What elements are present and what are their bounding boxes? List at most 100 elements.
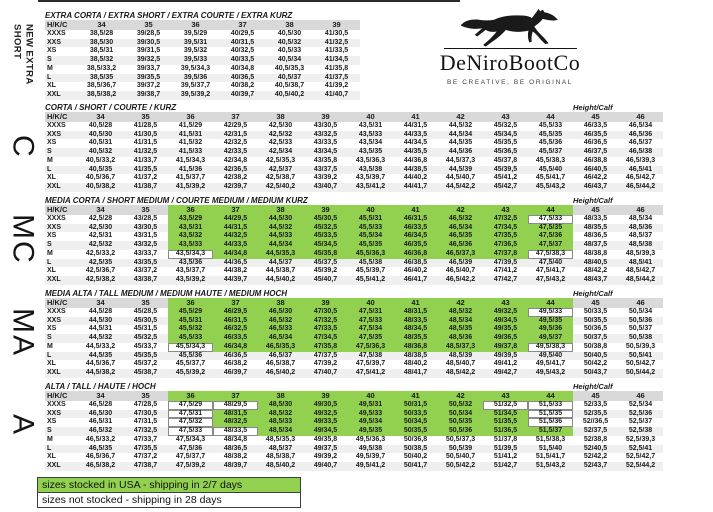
size-row: L 46,5/35 47/35,5 47,5/36 48/36,5 48,5/37 49/3… [45, 444, 663, 454]
row-label: XXL [45, 182, 78, 192]
size-cell: 43/30,5 [123, 223, 168, 233]
size-cell: 50/40,5 [573, 351, 618, 361]
size-row: XXL 40,5/38,2 41/38,7 41,5/39,2 42/39,7 42,5/… [45, 182, 663, 192]
column-header: 44 [528, 205, 573, 215]
size-cell: 42,5/38,7 [265, 174, 296, 182]
size-cell: 49,5/41,2 [348, 461, 393, 471]
column-header: 38 [258, 298, 303, 308]
size-cell: 43/32,5 [303, 130, 348, 140]
column-header: 37 [213, 205, 258, 215]
size-cell: 50,5/36 [618, 316, 663, 326]
size-cell: 40,5/38,7 [274, 82, 305, 90]
size-cell: 45/32,5 [303, 223, 348, 233]
size-cell: 46,5/35 [78, 444, 123, 454]
column-header: 40 [348, 112, 393, 122]
size-cell: 43/34,5 [303, 148, 348, 157]
column-header: 40 [348, 298, 393, 308]
size-cell: 51,5/36 [528, 418, 573, 428]
size-cell: 48/36,8 [393, 342, 438, 352]
size-cell: 43/32,5 [123, 241, 168, 250]
size-cell: 44,5/35 [78, 351, 123, 361]
size-cell: 41/33,7 [133, 156, 158, 164]
size-cell: 50,5/41 [618, 351, 663, 361]
size-cell: 48,5/34 [258, 427, 303, 436]
height-calf-label: Height/Calf [573, 196, 613, 205]
size-cell: 40,5/33,2 [85, 156, 116, 164]
size-cell: 43/30,5 [313, 122, 338, 129]
row-label: XXXS [47, 215, 66, 222]
size-cell: 43/35,8 [313, 156, 338, 164]
size-row: L 40,5/35 41/35,5 41,5/36 42/36,5 42,5/37 43/3… [45, 165, 663, 175]
size-section-short-medium: MC MEDIA CORTA / SHORT MEDIUM / COURTE ME… [0, 193, 713, 286]
size-cell: 48,5/37 [258, 444, 303, 454]
size-cell: 43,5/36,3 [355, 156, 386, 164]
size-cell: 51/41,2 [493, 453, 518, 461]
row-label: XS [47, 232, 57, 240]
size-table: H/K/C 34 35 36 37 38 39 40 41 42 43 44 45 46 XXXS 42,5/… [45, 205, 663, 285]
size-cell: 52,5/34 [628, 401, 653, 408]
section-side-label: C [6, 134, 40, 159]
size-cell: 52,5/38 [618, 427, 663, 436]
size-cell: 50,5/38 [618, 334, 663, 343]
size-cell: 50/35,5 [573, 316, 618, 326]
size-cell: 46,5/32 [78, 427, 123, 436]
size-cell: 48/36,5 [213, 444, 258, 454]
size-cell: 45/32,5 [493, 122, 518, 129]
size-cell: 46,5/38,7 [265, 360, 296, 368]
size-row: XS 38,5/31 39/31,5 39,5/32 40/32,5 40,5/33 41/… [45, 47, 360, 56]
size-cell: 45/34,5 [303, 241, 348, 250]
size-cell: 50/34,5 [393, 418, 438, 428]
size-row: XXXS 44,5/28 45/28,5 45,5/29 46/29,5 46,5/30 4… [45, 308, 663, 317]
size-cell: 42/33,5 [213, 148, 258, 157]
column-header: 37 [213, 298, 258, 308]
size-cell: 43,5/37,7 [175, 267, 206, 275]
size-cell: 45/31,5 [133, 325, 158, 333]
size-cell: 50,5/35 [438, 418, 483, 428]
size-cell: 45,5/41,7 [535, 174, 566, 182]
size-cell: 39/30,5 [125, 38, 172, 48]
size-cell: 47,5/38,3 [528, 249, 573, 259]
size-cell: 40/38,2 [230, 82, 255, 90]
size-cell: 41/40,7 [313, 90, 360, 100]
row-label: XXXS [47, 30, 66, 37]
size-cell: 47,5/36,3 [348, 342, 393, 352]
size-cell: 43,5/34,3 [168, 249, 213, 259]
size-cell: 52,5/41 [618, 444, 663, 454]
size-cell: 44/33,5 [393, 130, 438, 140]
size-cell: 47/35,5 [483, 232, 528, 242]
size-cell: 50,5/40,7 [445, 453, 476, 461]
row-label: XL [47, 360, 56, 368]
size-cell: 45/38,7 [123, 368, 168, 378]
size-cell: 46/34,5 [393, 232, 438, 242]
row-label: L [45, 444, 78, 454]
size-cell: 47/30,5 [303, 308, 348, 317]
size-cell: 45/39,5 [483, 165, 528, 175]
section-side-label: MA [6, 308, 40, 357]
size-cell: 50,5/44,2 [618, 368, 663, 378]
size-cell: 42,5/38,2 [78, 275, 123, 285]
size-cell: 48/35,5 [573, 223, 618, 233]
size-row: XXS 44,5/30 45/30,5 45,5/31 46/31,5 46,5/32 47… [45, 316, 663, 326]
size-cell: 47,5/31 [168, 409, 213, 419]
size-cell: 46,5/37,3 [438, 249, 483, 259]
size-cell: 42,5/32 [258, 130, 303, 140]
size-cell: 46/36,5 [583, 139, 608, 147]
size-cell: 44/33,5 [213, 241, 258, 250]
size-cell: 45,5/36 [168, 351, 213, 361]
size-cell: 50/38,5 [393, 444, 438, 454]
size-cell: 46,5/31 [88, 418, 113, 426]
size-cell: 47,5/33 [168, 427, 213, 436]
size-cell: 47/40,7 [303, 368, 348, 378]
size-cell: 43/35,5 [123, 258, 168, 268]
size-cell: 41/34,5 [313, 56, 360, 65]
size-cell: 42/34,8 [223, 156, 248, 164]
size-cell: 40,5/30 [78, 130, 123, 140]
size-row: XXXS 46,5/28 47/28,5 47,5/29 48/29,5 48,5/30 4… [45, 401, 663, 410]
size-cell: 47/39,5 [483, 258, 528, 268]
size-cell: 45,5/37 [528, 148, 573, 157]
size-cell: 46,5/35,3 [258, 342, 303, 352]
size-cell: 43/40,7 [303, 182, 348, 192]
size-cell: 42,5/33 [268, 139, 293, 147]
section-side-label: NEW EXTRA SHORT [11, 24, 35, 85]
size-cell: 48/38,2 [223, 453, 248, 461]
